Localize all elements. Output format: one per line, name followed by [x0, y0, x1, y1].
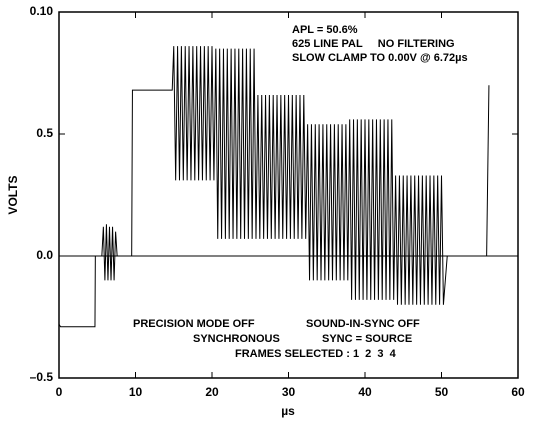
y-tick-label: –0.5	[30, 370, 54, 384]
annotation: SYNCHRONOUS	[193, 333, 280, 345]
plot-frame	[58, 11, 519, 379]
waveform	[58, 46, 490, 328]
x-tick-label: 0	[56, 385, 63, 399]
annotation: SYNC = SOURCE	[322, 333, 412, 345]
annotation: SOUND-IN-SYNC OFF	[306, 318, 420, 330]
x-tick-label: 50	[435, 385, 449, 399]
y-tick-label: 0.0	[36, 248, 53, 262]
y-axis-label: VOLTS	[6, 175, 20, 214]
annotation: 625 LINE PAL NO FILTERING	[292, 38, 455, 50]
x-tick-label: 40	[358, 385, 372, 399]
x-axis-label: µs	[281, 404, 295, 418]
y-tick-label: 0.5	[36, 126, 53, 140]
x-tick-label: 20	[205, 385, 219, 399]
annotation: FRAMES SELECTED : 1 2 3 4	[235, 348, 397, 360]
annotation: PRECISION MODE OFF	[133, 318, 255, 330]
annotation: APL = 50.6%	[292, 24, 358, 36]
annotation: SLOW CLAMP TO 0.00V @ 6.72µs	[292, 52, 468, 64]
y-tick-label: 0.10	[30, 4, 54, 18]
x-tick-label: 10	[129, 385, 143, 399]
x-tick-label: 60	[511, 385, 525, 399]
x-tick-label: 30	[282, 385, 296, 399]
